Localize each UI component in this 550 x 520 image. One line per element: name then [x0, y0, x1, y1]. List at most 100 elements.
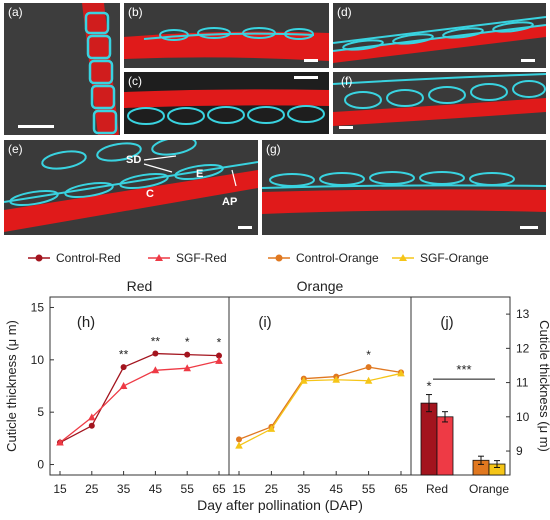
panel-label: (i) [258, 314, 271, 331]
micrograph-g-image [262, 140, 546, 235]
micrograph-d-label: (d) [337, 5, 352, 19]
data-point [332, 375, 340, 383]
micrograph-c-label: (c) [128, 74, 142, 88]
data-point [183, 364, 191, 372]
scale-bar [339, 126, 353, 129]
significance-marker: * [217, 335, 222, 349]
annotation-c: C [146, 188, 154, 200]
series-line [59, 352, 220, 444]
y-tick-right-label: 11 [516, 376, 529, 390]
micrograph-b: (b) [124, 3, 329, 68]
series-line [238, 372, 402, 447]
y-axis-label-left: Cuticle thickness (μ m) [4, 320, 19, 452]
data-point [88, 422, 95, 429]
y-axis-label-right: Cuticle thickness (μ m) [537, 320, 550, 452]
panel-title: Red [127, 278, 153, 294]
annotation-e: E [196, 168, 204, 180]
significance-marker: ** [119, 348, 129, 362]
micrograph-e-label: (e) [8, 142, 23, 156]
annotation-sd: SD [126, 154, 142, 166]
chart-area: Control-Red SGF-Red Control-Orange SGF-Oran… [0, 240, 550, 515]
y-tick-right-label: 9 [516, 444, 523, 458]
micrograph-a-image [4, 3, 120, 135]
micrograph-f-image [333, 72, 546, 134]
y-tick-right-label: 10 [516, 410, 530, 424]
x-tick-label: 35 [297, 482, 311, 496]
y-tick-label: 0 [37, 458, 44, 472]
data-point [300, 376, 308, 384]
scale-bar [520, 226, 538, 229]
data-point [364, 376, 373, 384]
y-tick-right-label: 13 [516, 307, 530, 321]
data-point [267, 424, 276, 432]
y-tick-label: 5 [37, 405, 44, 419]
significance-marker: ** [151, 334, 161, 348]
series-line [238, 366, 402, 441]
data-point [152, 350, 159, 357]
legend-label: SGF-Orange [420, 251, 489, 265]
scale-bar [238, 226, 252, 229]
micrograph-f: (f) [333, 72, 546, 134]
x-tick-label: 65 [212, 482, 226, 496]
x-tick-label: 45 [149, 482, 163, 496]
micrograph-c: (c) [124, 72, 329, 134]
x-tick-label: 15 [53, 482, 67, 496]
micrograph-d: (d) [333, 3, 546, 68]
legend-label: Control-Orange [296, 251, 379, 265]
scale-bar [521, 59, 535, 62]
micrograph-f-label: (f) [341, 74, 353, 88]
bar [436, 416, 454, 476]
data-point [151, 366, 160, 374]
x-tick-label: 55 [181, 482, 195, 496]
micrograph-g: (g) [262, 140, 546, 235]
x-tick-label: 25 [85, 482, 99, 496]
data-point [215, 356, 223, 364]
micrograph-c-image [124, 72, 329, 134]
significance-marker: * [426, 379, 431, 394]
micrograph-d-image [333, 3, 546, 68]
micrograph-a: (a) [4, 3, 120, 135]
micrograph-e-image [4, 140, 258, 235]
legend-marker [399, 254, 407, 261]
data-point [119, 382, 128, 389]
legend-label: SGF-Red [176, 251, 227, 265]
data-point [88, 413, 96, 421]
x-category-label: Orange [469, 482, 509, 496]
micrograph-g-label: (g) [266, 142, 281, 156]
data-point [235, 441, 243, 449]
bar [420, 402, 438, 476]
data-point [216, 352, 222, 359]
series-line [59, 360, 220, 444]
panel-label: (j) [440, 314, 453, 331]
micrograph-b-image [124, 3, 329, 68]
micrograph-e: (e) SD E C AP [4, 140, 258, 235]
x-tick-label: 15 [232, 482, 246, 496]
y-tick-label: 15 [31, 300, 45, 314]
scale-bar [294, 76, 318, 79]
y-tick-right-label: 12 [516, 341, 530, 355]
x-axis-label: Day after pollination (DAP) [197, 497, 363, 513]
scale-bar [18, 125, 54, 128]
data-point [365, 364, 372, 371]
micrograph-a-label: (a) [8, 5, 23, 19]
data-point [120, 364, 127, 371]
x-tick-label: 35 [117, 482, 131, 496]
legend-marker [35, 254, 43, 262]
data-point [184, 351, 191, 358]
panel-frame [228, 296, 412, 476]
x-tick-label: 55 [362, 482, 376, 496]
data-point [56, 438, 64, 446]
data-point [236, 436, 242, 443]
y-tick-label: 10 [31, 353, 45, 367]
legend-label: Control-Red [56, 251, 121, 265]
x-tick-label: 25 [265, 482, 279, 496]
significance-marker: * [366, 348, 371, 362]
micrograph-b-label: (b) [128, 5, 143, 19]
x-category-label: Red [426, 482, 448, 496]
data-point [397, 369, 405, 377]
legend-marker [275, 254, 283, 262]
panel-frame [410, 296, 511, 476]
panel-label: (h) [77, 314, 95, 331]
significance-marker: *** [456, 362, 471, 377]
scale-bar [304, 59, 318, 62]
